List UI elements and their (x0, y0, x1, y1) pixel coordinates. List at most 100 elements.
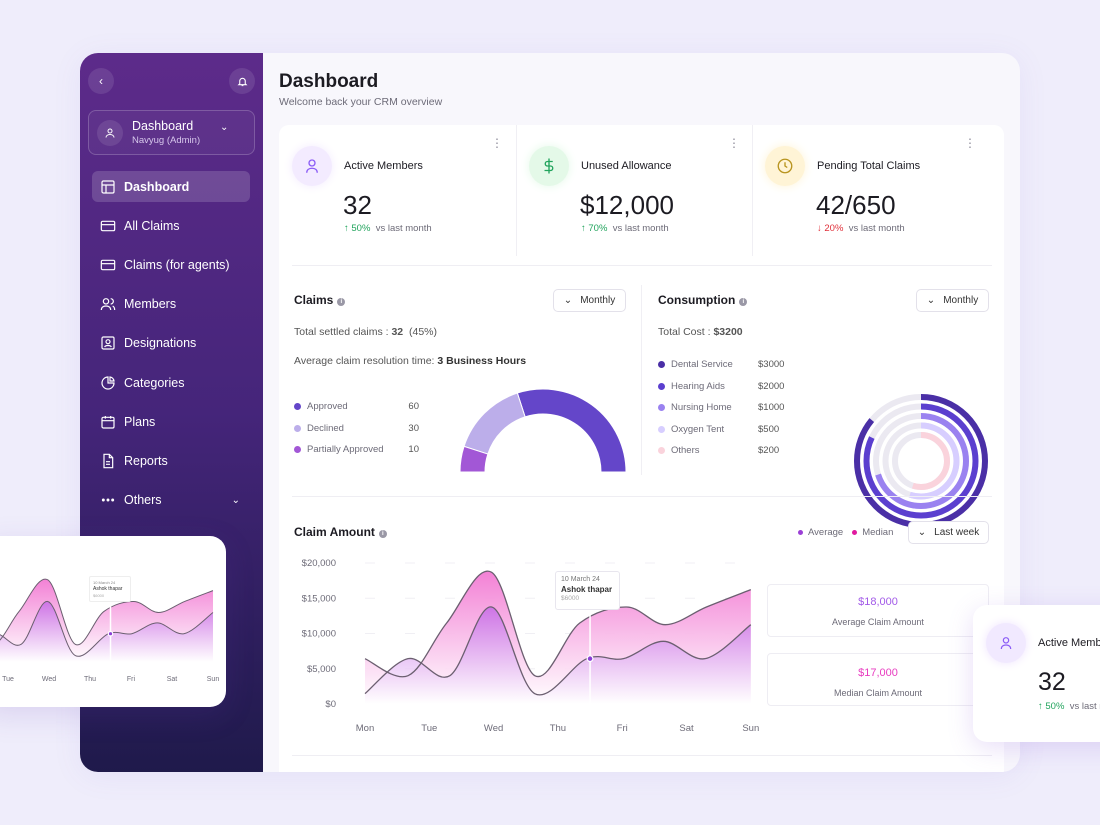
collapse-sidebar-button[interactable]: ‹ (88, 68, 114, 94)
floating-stat-card: Active Members 32 ↑ 50% vs last month (973, 605, 1100, 742)
card-icon (100, 259, 116, 271)
x-tick-label: Sun (742, 723, 759, 734)
user-icon (105, 128, 115, 138)
layout-icon (101, 179, 115, 194)
legend-value: $200 (758, 445, 780, 456)
sidebar-item-label: Others (124, 493, 162, 508)
line-median[interactable] (364, 570, 752, 678)
claim-amount-period-dropdown[interactable]: ⌄ Last week (908, 521, 989, 544)
sidebar: ‹ Dashboard Navyug (Admin) ⌄ Dashboard A… (80, 53, 263, 772)
page-subtitle: Welcome back your CRM overview (279, 96, 443, 108)
line-average[interactable] (0, 600, 214, 657)
stat-title: Active Members (344, 160, 423, 172)
consumption-legend-item: Oxygen Tent $500 (658, 424, 788, 435)
stat-delta-value: 50% (351, 223, 371, 234)
total-cost-value: $3200 (713, 326, 743, 338)
average-claim-value: $18,000 (858, 596, 898, 608)
sidebar-item-label: Dashboard (124, 179, 190, 194)
stat-value: 32 (343, 190, 372, 220)
legend-dot (658, 425, 665, 433)
ring-others[interactable] (892, 432, 950, 490)
sidebar-item-plans[interactable]: Plans (92, 406, 250, 437)
chevron-down-icon: ⌄ (220, 122, 229, 133)
stat-icon (765, 146, 805, 186)
float-delta-note: vs last month (1069, 701, 1100, 712)
divider (292, 265, 992, 266)
id-badge-icon (101, 336, 115, 350)
donut-segment-declined[interactable] (463, 392, 526, 455)
profile-title: Dashboard (132, 119, 194, 133)
sidebar-item-others[interactable]: Others ⌄ (92, 485, 250, 516)
chevron-down-icon: ⌄ (917, 527, 927, 538)
more-options-button[interactable]: ⋮ (728, 136, 740, 150)
legend-dot-median (852, 530, 858, 535)
chart-tooltip: 10 March 24 Ashok thapar $6000 (555, 571, 620, 610)
more-options-button[interactable]: ⋮ (964, 136, 976, 150)
legend-average: Average (808, 527, 844, 538)
info-icon[interactable]: i (337, 298, 346, 306)
x-tick-label: Wed (484, 723, 503, 734)
legend-label: Partially Approved (307, 444, 384, 455)
legend-value: 10 (408, 444, 419, 455)
claims-period-dropdown[interactable]: ⌄ Monthly (553, 289, 626, 312)
settled-value: 32 (391, 326, 404, 338)
average-claim-label: Average Claim Amount (832, 617, 924, 627)
claim-amount-chart: $0 $5,000 $10,000 $15,000 $20,000 Mon Tue Wed Th… (302, 558, 759, 734)
legend-median: Median (862, 527, 894, 538)
sidebar-item-all-claims[interactable]: All Claims (92, 210, 250, 241)
y-tick-label: $5,000 (307, 664, 336, 675)
sidebar-item-designations[interactable]: Designations (92, 328, 250, 359)
mini-tooltip: 10 March 24 Ashok thapar $6000 (89, 576, 131, 602)
stat-icon (529, 146, 569, 186)
settled-claims: Total settled claims : 32 (45%) (294, 326, 437, 338)
sidebar-item-categories[interactable]: Categories (92, 367, 250, 398)
sidebar-item-label: Designations (124, 336, 197, 351)
hover-point[interactable] (107, 630, 114, 637)
mini-x-tick-label: Fri (127, 676, 136, 683)
donut-segment-partially-approved[interactable] (459, 445, 489, 473)
float-delta-value: 50% (1045, 701, 1065, 712)
sidebar-item-reports[interactable]: Reports (92, 445, 250, 476)
stat-delta-note: vs last month (612, 223, 669, 234)
consumption-legend-item: Others $200 (658, 445, 788, 456)
consumption-title: Consumption i (658, 293, 748, 307)
legend-dot (658, 382, 665, 390)
divider (752, 125, 753, 256)
sidebar-item-claims-for-agents[interactable]: Claims (for agents) (92, 249, 250, 280)
mini-x-tick-label: Thu (84, 676, 96, 683)
notifications-button[interactable] (229, 68, 255, 94)
claims-legend-item: Approved 60 (294, 401, 419, 412)
total-cost: Total Cost : $3200 (658, 326, 743, 338)
claims-legend-item: Partially Approved 10 (294, 444, 419, 455)
stat-value: 42/650 (816, 190, 896, 220)
median-claim-value: $17,000 (858, 667, 898, 679)
claims-semi-donut (459, 388, 627, 473)
sidebar-item-label: Members (124, 297, 177, 312)
legend-value: $3000 (758, 359, 785, 370)
calendar-icon (101, 415, 115, 429)
more-options-button[interactable]: ⋮ (491, 136, 503, 150)
y-tick-label: $10,000 (302, 629, 336, 640)
consumption-legend-item: Hearing Aids $2000 (658, 381, 788, 392)
stat-delta: ↑ 50% vs last month (344, 223, 432, 234)
legend-label: Hearing Aids (671, 380, 725, 392)
ring-hearing-aids[interactable] (863, 403, 979, 519)
info-icon[interactable]: i (739, 298, 748, 306)
consumption-title-text: Consumption (658, 293, 736, 307)
profile-switcher[interactable]: Dashboard Navyug (Admin) ⌄ (88, 110, 255, 155)
info-icon[interactable]: i (378, 530, 387, 538)
claims-title: Claims i (294, 293, 346, 307)
line-median[interactable] (0, 578, 214, 646)
chevron-down-icon: ⌄ (563, 295, 573, 306)
line-average[interactable] (364, 606, 752, 696)
area-average (365, 606, 751, 704)
sidebar-item-dashboard[interactable]: Dashboard (92, 171, 250, 202)
sidebar-item-members[interactable]: Members (92, 289, 250, 320)
hover-point[interactable] (586, 655, 594, 663)
donut-segment-approved[interactable] (516, 388, 627, 473)
user-icon (306, 159, 318, 173)
consumption-period-dropdown[interactable]: ⌄ Monthly (916, 289, 989, 312)
ring-nursing-home[interactable] (873, 413, 969, 509)
stat-icon (292, 146, 332, 186)
